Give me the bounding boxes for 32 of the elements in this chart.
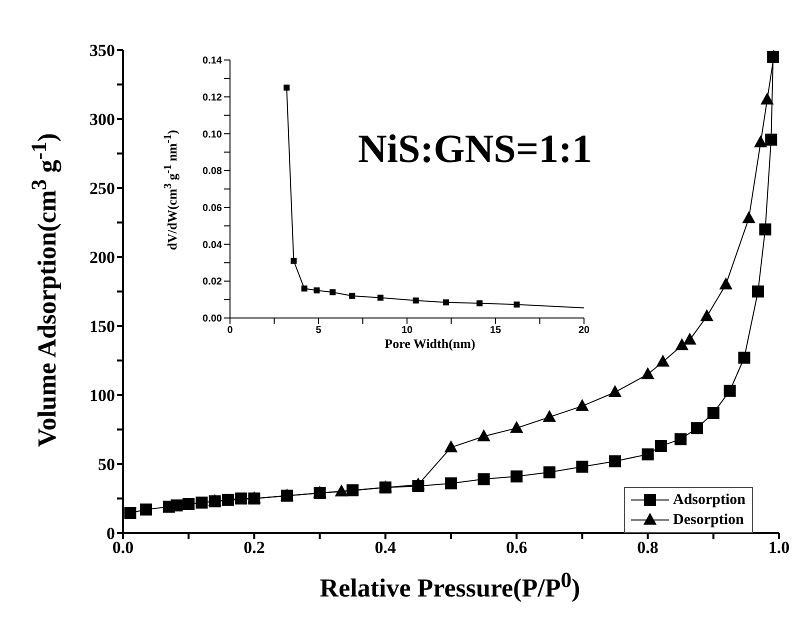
x-tick-label: 15 <box>490 325 502 336</box>
annotation: NiS:GNS=1:1 <box>357 125 593 172</box>
x-tick-label: 1.0 <box>768 538 790 558</box>
x-tick-label: 0.0 <box>112 538 134 558</box>
y-tick-label: 0.12 <box>202 92 222 104</box>
y-tick-label: 0.02 <box>202 276 222 288</box>
y-tick-label: 50 <box>98 455 115 474</box>
y-tick-label: 0.00 <box>202 314 222 325</box>
y-tick-label: 150 <box>90 317 115 336</box>
y-tick-label: 350 <box>90 41 115 60</box>
x-tick-label: 0.6 <box>506 538 528 558</box>
x-tick-label: 0.4 <box>374 538 397 558</box>
x-tick-label: 0.8 <box>637 538 658 558</box>
y-tick-label: 0.14 <box>202 56 222 67</box>
y-tick-label: 0.10 <box>202 129 222 140</box>
y-tick-label: 0 <box>106 524 115 544</box>
y-tick-label: 250 <box>90 179 115 198</box>
y-tick-label: 100 <box>90 386 115 406</box>
x-tick-label: 0.2 <box>244 538 265 558</box>
x-tick-label: 5 <box>316 325 322 336</box>
y-tick-label: 300 <box>90 110 115 130</box>
x-tick-label: 10 <box>401 325 413 336</box>
x-tick-label: 0 <box>227 325 234 336</box>
y-tick-label: 0.06 <box>202 202 222 214</box>
y-tick-label: 0.08 <box>202 166 222 178</box>
x-axis-title: Pore Width(nm) <box>384 336 476 352</box>
legend-label: Adsorption <box>673 492 746 508</box>
legend-label: Desorption <box>673 512 744 528</box>
x-axis-title: Relative Pressure(P/P$^{0}$) <box>318 568 582 604</box>
y-tick-label: 200 <box>90 248 115 268</box>
y-tick-label: 0.04 <box>202 240 222 251</box>
x-tick-label: 20 <box>578 325 590 336</box>
